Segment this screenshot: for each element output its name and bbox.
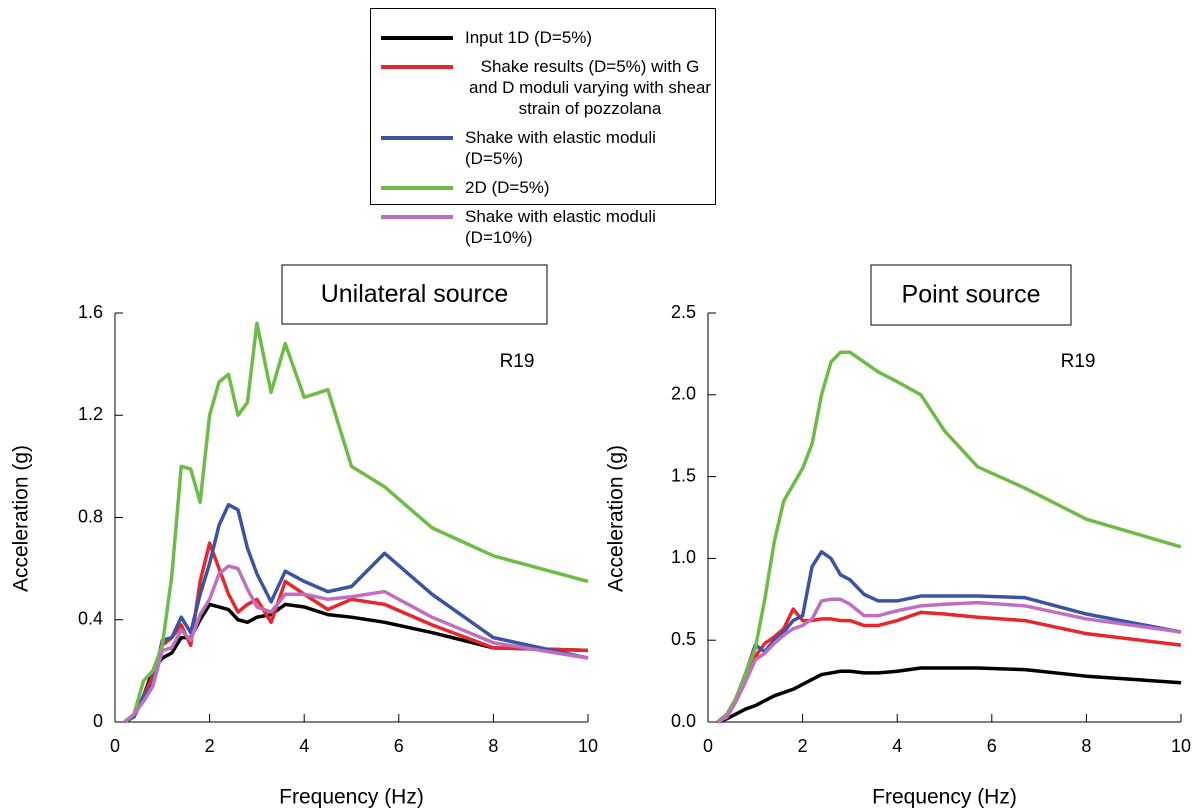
legend-label: Input 1D (D=5%) — [465, 28, 593, 47]
y-tick-label: 0 — [93, 711, 103, 731]
legend-swatch — [381, 36, 453, 40]
x-tick-label: 6 — [987, 736, 997, 756]
legend-entry: Shake with elastic moduli (D=5%) — [381, 127, 715, 169]
y-axis-label: Acceleration (g) — [605, 445, 628, 592]
legend: Input 1D (D=5%) Shake results (D=5%) with… — [370, 8, 716, 247]
y-tick-label: 1.6 — [78, 302, 103, 322]
x-tick-label: 2 — [205, 736, 215, 756]
y-tick-label: 1.0 — [671, 547, 696, 567]
y-tick-label: 0.4 — [78, 609, 103, 629]
legend-label: Shake with elastic moduli (D=10%) — [465, 207, 656, 247]
legend-entry: 2D (D=5%) — [381, 177, 715, 198]
title-box — [870, 264, 1072, 326]
x-tick-label: 8 — [1081, 736, 1091, 756]
series-line — [716, 597, 1182, 724]
x-tick-label: 8 — [488, 736, 498, 756]
series-line — [123, 564, 589, 724]
y-axis-label: Acceleration (g) — [10, 445, 33, 592]
x-tick-label: 2 — [798, 736, 808, 756]
y-tick-label: 0.8 — [78, 506, 103, 526]
series-line — [716, 350, 1182, 724]
y-tick-label: 1.2 — [78, 404, 103, 424]
chart-title: Unilateral source — [321, 280, 509, 308]
annotation: R19 — [1061, 351, 1096, 372]
series-line — [123, 502, 589, 724]
x-tick-label: 0 — [110, 736, 120, 756]
y-tick-label: 2.0 — [671, 384, 696, 404]
annotation: R19 — [500, 351, 535, 372]
x-tick-label: 4 — [299, 736, 309, 756]
x-tick-label: 4 — [892, 736, 902, 756]
series-line — [123, 321, 589, 724]
x-tick-label: 0 — [703, 736, 713, 756]
legend-swatch — [381, 215, 453, 219]
x-tick-label: 10 — [578, 736, 598, 756]
legend-swatch — [381, 65, 453, 69]
y-tick-label: 0.0 — [671, 711, 696, 731]
legend-label: Shake results (D=5%) with G and D moduli… — [469, 57, 711, 118]
legend-swatch — [381, 186, 453, 190]
legend-label: Shake with elastic moduli (D=5%) — [465, 128, 656, 168]
x-tick-label: 10 — [1171, 736, 1191, 756]
x-tick-label: 6 — [394, 736, 404, 756]
legend-entry: Input 1D (D=5%) — [381, 27, 715, 48]
legend-swatch — [381, 136, 453, 140]
legend-label: 2D (D=5%) — [465, 178, 550, 197]
title-box — [281, 264, 548, 325]
x-axis-label: Frequency (Hz) — [872, 786, 1017, 809]
series-line — [716, 666, 1182, 724]
chart-title: Point source — [902, 281, 1041, 309]
legend-entry: Shake with elastic moduli (D=10%) — [381, 206, 715, 248]
y-tick-label: 2.5 — [671, 302, 696, 322]
y-tick-label: 1.5 — [671, 465, 696, 485]
x-axis-label: Frequency (Hz) — [279, 786, 424, 809]
y-tick-label: 0.5 — [671, 629, 696, 649]
legend-entry: Shake results (D=5%) with G and D moduli… — [381, 56, 715, 119]
